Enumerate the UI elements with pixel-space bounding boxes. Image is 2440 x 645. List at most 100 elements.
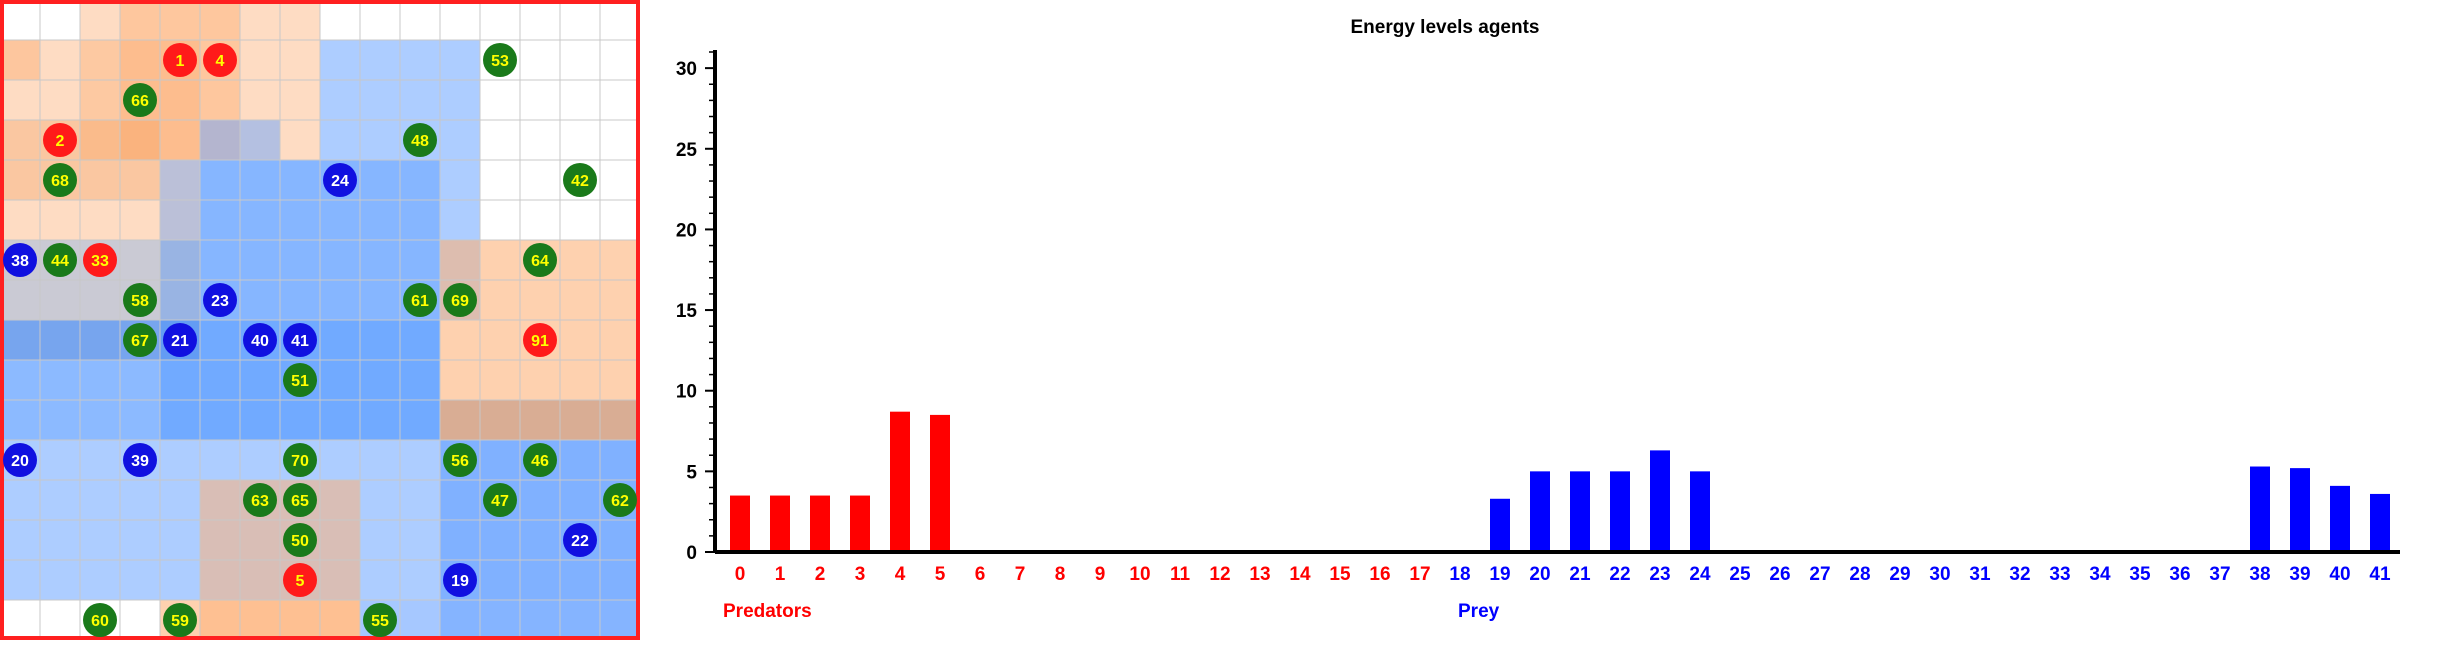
x-tick-label: 27 [1809, 564, 1830, 585]
agent-plant: 51 [283, 363, 317, 397]
agent-id-label: 23 [211, 293, 229, 310]
agent-id-label: 56 [451, 453, 469, 470]
agent-id-label: 24 [331, 173, 349, 190]
agent-id-label: 58 [131, 293, 149, 310]
agent-prey: 38 [3, 243, 37, 277]
x-tick-label: 35 [2129, 564, 2151, 585]
agent-plant: 44 [43, 243, 77, 277]
agent-prey: 20 [3, 443, 37, 477]
agent-id-label: 62 [611, 493, 629, 510]
x-tick-label: 34 [2089, 564, 2111, 585]
bar-agent-38 [2250, 466, 2270, 552]
agent-prey: 40 [243, 323, 277, 357]
agent-id-label: 91 [531, 333, 549, 350]
agent-id-label: 63 [251, 493, 269, 510]
agent-id-label: 42 [571, 173, 589, 190]
x-tick-label: 9 [1095, 564, 1106, 585]
prey-marker [283, 323, 317, 357]
agent-plant: 53 [483, 43, 517, 77]
predator-marker [283, 563, 317, 597]
bar-agent-1 [770, 495, 790, 552]
agent-id-label: 55 [371, 613, 389, 630]
x-tick-label: 20 [1529, 564, 1550, 585]
x-tick-label: 10 [1129, 564, 1150, 585]
y-tick-label: 15 [676, 301, 698, 322]
agent-id-label: 70 [291, 453, 309, 470]
energy-chart: Energy levels agents Predators Prey 0 5 10… [640, 0, 2440, 640]
agent-plant: 64 [523, 243, 557, 277]
predator-marker [43, 123, 77, 157]
prey-marker [3, 443, 37, 477]
x-tick-label: 24 [1689, 564, 1711, 585]
bar-agent-21 [1570, 471, 1590, 552]
plant-marker [443, 443, 477, 477]
plant-marker [403, 283, 437, 317]
agent-prey: 21 [163, 323, 197, 357]
group-label-predators: Predators [723, 601, 812, 622]
predator-marker [163, 43, 197, 77]
agent-plant: 60 [83, 603, 117, 637]
bar-agent-0 [730, 495, 750, 552]
agent-plant: 61 [403, 283, 437, 317]
agent-plant: 47 [483, 483, 517, 517]
bar-agent-5 [930, 414, 950, 552]
agent-plant: 56 [443, 443, 477, 477]
agent-predator: 4 [203, 43, 237, 77]
chart-title: Energy levels agents [1350, 17, 1539, 38]
agent-plant: 63 [243, 483, 277, 517]
x-tick-label: 5 [935, 564, 946, 585]
agent-plant: 59 [163, 603, 197, 637]
group-label-prey: Prey [1458, 601, 1500, 622]
plant-marker [123, 323, 157, 357]
grid-region [0, 40, 40, 80]
agent-id-label: 59 [171, 613, 189, 630]
bar-agent-39 [2290, 468, 2310, 552]
x-tick-label: 23 [1649, 564, 1670, 585]
x-tick-label: 18 [1449, 564, 1470, 585]
agent-prey: 41 [283, 323, 317, 357]
agent-id-label: 20 [11, 453, 29, 470]
x-tick-label: 8 [1055, 564, 1066, 585]
grid-region [440, 400, 640, 440]
plant-marker [163, 603, 197, 637]
agent-id-label: 2 [56, 133, 65, 150]
prey-marker [243, 323, 277, 357]
x-tick-label: 7 [1015, 564, 1026, 585]
y-tick-label: 10 [676, 382, 697, 403]
bar-agent-24 [1690, 471, 1710, 552]
agent-id-label: 41 [291, 333, 309, 350]
x-tick-label: 16 [1369, 564, 1390, 585]
agent-id-label: 38 [11, 253, 29, 270]
agent-prey: 23 [203, 283, 237, 317]
agent-id-label: 65 [291, 493, 309, 510]
agent-id-label: 47 [491, 493, 509, 510]
x-tick-label: 37 [2209, 564, 2230, 585]
grid-region [160, 160, 440, 440]
plant-marker [363, 603, 397, 637]
world-grid-svg: 1 4 53 66 2 48 68 24 42 38 44 33 64 58 23 61 69 67 21 40 41 9… [0, 0, 641, 641]
bar-agent-20 [1530, 471, 1550, 552]
bar-agent-19 [1490, 498, 1510, 552]
agent-id-label: 33 [91, 253, 109, 270]
agent-plant: 55 [363, 603, 397, 637]
x-tick-label: 39 [2289, 564, 2310, 585]
plant-marker [283, 523, 317, 557]
y-tick-label: 25 [676, 140, 698, 161]
prey-marker [443, 563, 477, 597]
agent-id-label: 69 [451, 293, 469, 310]
x-tick-label: 3 [855, 564, 866, 585]
x-tick-label: 15 [1329, 564, 1351, 585]
x-tick-label: 30 [1929, 564, 1950, 585]
agent-id-label: 53 [491, 53, 509, 70]
plant-marker [563, 163, 597, 197]
plant-marker [283, 443, 317, 477]
plant-marker [283, 483, 317, 517]
x-tick-label: 6 [975, 564, 986, 585]
bar-agent-40 [2330, 485, 2350, 552]
agent-id-label: 68 [51, 173, 69, 190]
agent-id-label: 61 [411, 293, 429, 310]
plant-marker [283, 363, 317, 397]
agent-id-label: 39 [131, 453, 149, 470]
plant-marker [123, 283, 157, 317]
x-tick-label: 19 [1489, 564, 1510, 585]
